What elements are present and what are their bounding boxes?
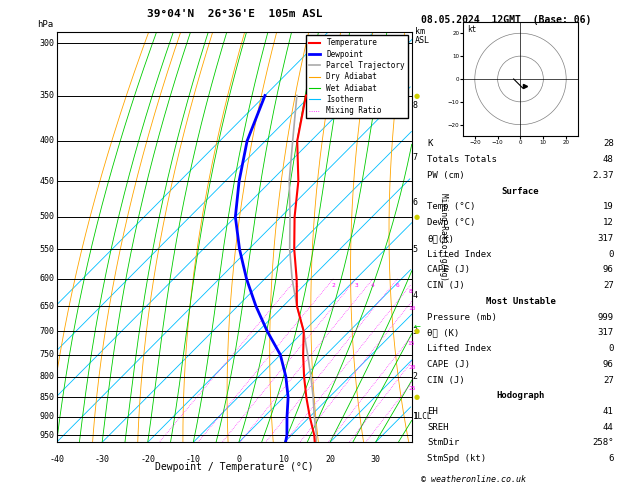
Text: kt: kt xyxy=(467,25,476,35)
Text: EH: EH xyxy=(427,407,438,416)
Text: km: km xyxy=(415,27,425,36)
Text: 96: 96 xyxy=(603,265,614,274)
Text: 850: 850 xyxy=(40,393,55,402)
Text: 8: 8 xyxy=(413,101,418,110)
Text: θᴀ (K): θᴀ (K) xyxy=(427,329,460,337)
Text: 6: 6 xyxy=(413,198,418,208)
Text: 6: 6 xyxy=(396,283,399,288)
Text: © weatheronline.co.uk: © weatheronline.co.uk xyxy=(421,474,526,484)
Text: Lifted Index: Lifted Index xyxy=(427,250,492,259)
Text: 750: 750 xyxy=(40,350,55,359)
Text: 700: 700 xyxy=(40,327,55,336)
Text: 600: 600 xyxy=(40,275,55,283)
Legend: Temperature, Dewpoint, Parcel Trajectory, Dry Adiabat, Wet Adiabat, Isotherm, Mi: Temperature, Dewpoint, Parcel Trajectory… xyxy=(306,35,408,118)
Text: 96: 96 xyxy=(603,360,614,369)
Text: 317: 317 xyxy=(598,329,614,337)
Text: 258°: 258° xyxy=(592,438,614,448)
Text: 650: 650 xyxy=(40,302,55,311)
Text: 0: 0 xyxy=(608,250,614,259)
Text: StmDir: StmDir xyxy=(427,438,460,448)
Text: 20: 20 xyxy=(325,454,335,464)
Text: K: K xyxy=(427,139,433,148)
X-axis label: Dewpoint / Temperature (°C): Dewpoint / Temperature (°C) xyxy=(155,462,314,472)
Text: 800: 800 xyxy=(40,372,55,381)
Text: 3: 3 xyxy=(413,327,418,336)
Text: 950: 950 xyxy=(40,431,55,440)
Text: 27: 27 xyxy=(603,376,614,384)
Text: CAPE (J): CAPE (J) xyxy=(427,265,470,274)
Text: PW (cm): PW (cm) xyxy=(427,171,465,180)
Text: 3: 3 xyxy=(354,283,358,288)
Text: 400: 400 xyxy=(40,137,55,145)
Text: Temp (°C): Temp (°C) xyxy=(427,202,476,211)
Text: SREH: SREH xyxy=(427,423,449,432)
Text: Lifted Index: Lifted Index xyxy=(427,344,492,353)
Text: 500: 500 xyxy=(40,212,55,221)
Text: 2.37: 2.37 xyxy=(592,171,614,180)
Text: 4: 4 xyxy=(371,283,375,288)
Text: Mixing Ratio (g/kg): Mixing Ratio (g/kg) xyxy=(440,193,448,281)
Text: ●: ● xyxy=(414,329,420,334)
Text: 27: 27 xyxy=(603,281,614,290)
Text: 10: 10 xyxy=(408,306,416,311)
Text: 5: 5 xyxy=(413,245,418,254)
Text: Totals Totals: Totals Totals xyxy=(427,155,498,164)
Text: 450: 450 xyxy=(40,176,55,186)
Text: 8: 8 xyxy=(408,289,412,295)
Text: 7: 7 xyxy=(413,153,418,162)
Text: CAPE (J): CAPE (J) xyxy=(427,360,470,369)
Text: 2: 2 xyxy=(413,372,418,381)
Text: 1: 1 xyxy=(294,283,298,288)
Text: StmSpd (kt): StmSpd (kt) xyxy=(427,454,486,463)
Text: 15: 15 xyxy=(407,341,415,346)
Text: 0: 0 xyxy=(608,344,614,353)
Text: Most Unstable: Most Unstable xyxy=(486,297,555,306)
Text: 12: 12 xyxy=(603,218,614,227)
Text: 39°04'N  26°36'E  105m ASL: 39°04'N 26°36'E 105m ASL xyxy=(147,9,322,19)
Text: 41: 41 xyxy=(603,407,614,416)
Text: 44: 44 xyxy=(603,423,614,432)
Text: Hodograph: Hodograph xyxy=(496,391,545,400)
Text: Dewp (°C): Dewp (°C) xyxy=(427,218,476,227)
Text: 1LCL: 1LCL xyxy=(413,412,431,421)
Text: 25: 25 xyxy=(408,386,416,391)
Text: 28: 28 xyxy=(603,139,614,148)
Text: ●: ● xyxy=(414,394,420,400)
Text: CIN (J): CIN (J) xyxy=(427,281,465,290)
Text: ●: ● xyxy=(414,214,420,220)
Text: 30: 30 xyxy=(370,454,381,464)
Text: 300: 300 xyxy=(40,38,55,48)
Text: ●: ● xyxy=(414,92,420,99)
Text: hPa: hPa xyxy=(37,20,53,29)
Text: 10: 10 xyxy=(279,454,289,464)
Text: 20: 20 xyxy=(408,365,416,370)
Text: 350: 350 xyxy=(40,91,55,100)
Text: 999: 999 xyxy=(598,312,614,322)
Text: θᴀ(K): θᴀ(K) xyxy=(427,234,454,243)
Text: CIN (J): CIN (J) xyxy=(427,376,465,384)
Text: -10: -10 xyxy=(186,454,201,464)
Text: 550: 550 xyxy=(40,245,55,254)
Text: 2: 2 xyxy=(331,283,335,288)
Text: -20: -20 xyxy=(140,454,155,464)
Text: ASL: ASL xyxy=(415,36,430,46)
Text: Pressure (mb): Pressure (mb) xyxy=(427,312,498,322)
Text: 900: 900 xyxy=(40,412,55,421)
Text: 6: 6 xyxy=(608,454,614,463)
Text: 4: 4 xyxy=(413,291,418,300)
Text: ←: ← xyxy=(413,322,420,331)
Text: 317: 317 xyxy=(598,234,614,243)
Text: 48: 48 xyxy=(603,155,614,164)
Text: 19: 19 xyxy=(603,202,614,211)
Text: -40: -40 xyxy=(49,454,64,464)
Text: -30: -30 xyxy=(95,454,109,464)
Text: 0: 0 xyxy=(237,454,242,464)
Text: Surface: Surface xyxy=(502,187,539,196)
Text: 08.05.2024  12GMT  (Base: 06): 08.05.2024 12GMT (Base: 06) xyxy=(421,15,592,25)
Text: 1: 1 xyxy=(413,412,418,421)
